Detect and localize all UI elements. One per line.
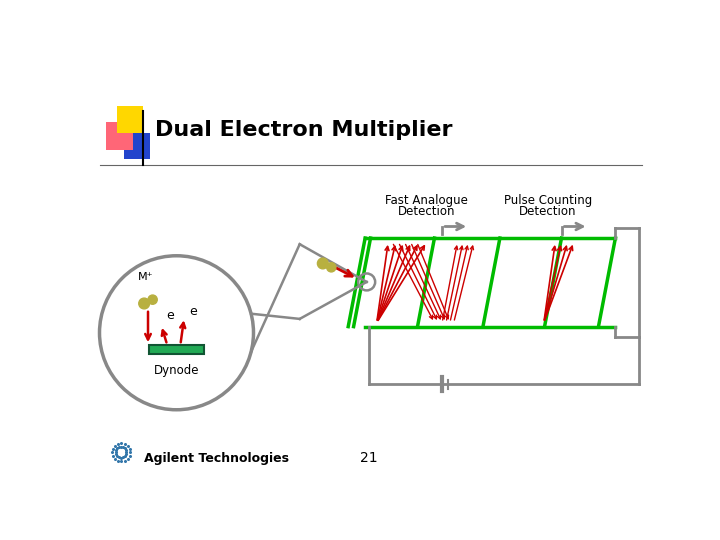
Text: Dual Electron Multiplier: Dual Electron Multiplier xyxy=(155,120,452,140)
Circle shape xyxy=(318,258,328,269)
Circle shape xyxy=(327,262,336,272)
FancyBboxPatch shape xyxy=(149,345,204,354)
Circle shape xyxy=(139,298,150,309)
Text: Pulse Counting: Pulse Counting xyxy=(503,194,592,207)
Text: Detection: Detection xyxy=(519,205,577,218)
Text: 21: 21 xyxy=(360,451,378,465)
Text: e: e xyxy=(189,305,197,318)
Text: Agilent Technologies: Agilent Technologies xyxy=(144,452,289,465)
Text: Dynode: Dynode xyxy=(154,363,199,376)
Text: Fast Analogue: Fast Analogue xyxy=(385,194,468,207)
FancyBboxPatch shape xyxy=(106,122,133,150)
FancyBboxPatch shape xyxy=(117,106,143,132)
Text: e: e xyxy=(166,309,174,322)
Text: Detection: Detection xyxy=(398,205,456,218)
FancyBboxPatch shape xyxy=(124,132,150,159)
Circle shape xyxy=(148,295,157,304)
Text: M⁺: M⁺ xyxy=(138,272,153,282)
